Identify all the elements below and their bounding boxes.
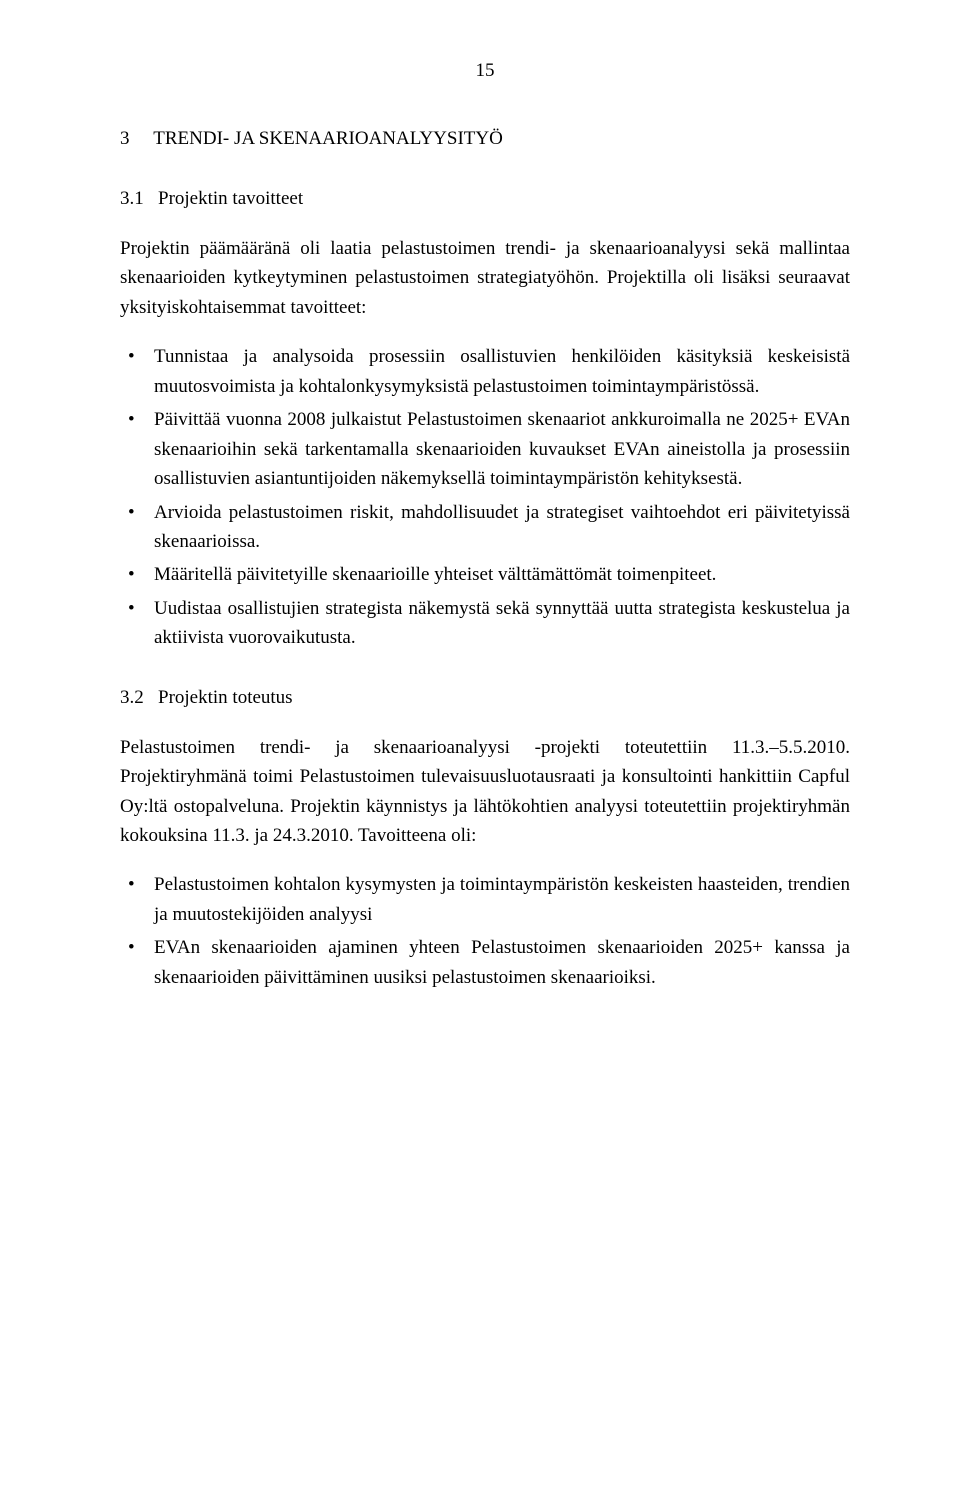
list-item: Tunnistaa ja analysoida prosessiin osall… bbox=[120, 342, 850, 401]
list-item: Uudistaa osallistujien strategista näkem… bbox=[120, 594, 850, 653]
section-heading: 3.2 Projektin toteutus bbox=[120, 687, 850, 709]
list-item: Päivittää vuonna 2008 julkaistut Pelastu… bbox=[120, 405, 850, 493]
section-title: Projektin tavoitteet bbox=[158, 188, 303, 209]
section-number: 3.2 bbox=[120, 687, 144, 708]
list-item: EVAn skenaarioiden ajaminen yhteen Pelas… bbox=[120, 933, 850, 992]
chapter-heading: 3 TRENDI- JA SKENAARIOANALYYSITYÖ bbox=[120, 128, 850, 150]
section-title: Projektin toteutus bbox=[158, 687, 293, 708]
page-number: 15 bbox=[120, 60, 850, 82]
list-item: Arvioida pelastustoimen riskit, mahdolli… bbox=[120, 498, 850, 557]
chapter-title: TRENDI- JA SKENAARIOANALYYSITYÖ bbox=[153, 128, 503, 149]
list-item: Pelastustoimen kohtalon kysymysten ja to… bbox=[120, 870, 850, 929]
bullet-list: Pelastustoimen kohtalon kysymysten ja to… bbox=[120, 870, 850, 992]
list-item: Määritellä päivitetyille skenaarioille y… bbox=[120, 560, 850, 589]
chapter-number: 3 bbox=[120, 128, 130, 149]
section-3-2: 3.2 Projektin toteutus Pelastustoimen tr… bbox=[120, 687, 850, 993]
section-heading: 3.1 Projektin tavoitteet bbox=[120, 188, 850, 210]
bullet-list: Tunnistaa ja analysoida prosessiin osall… bbox=[120, 342, 850, 652]
section-intro: Projektin päämääränä oli laatia pelastus… bbox=[120, 234, 850, 322]
section-3-1: 3.1 Projektin tavoitteet Projektin päämä… bbox=[120, 188, 850, 653]
section-number: 3.1 bbox=[120, 188, 144, 209]
section-intro: Pelastustoimen trendi- ja skenaarioanaly… bbox=[120, 733, 850, 851]
